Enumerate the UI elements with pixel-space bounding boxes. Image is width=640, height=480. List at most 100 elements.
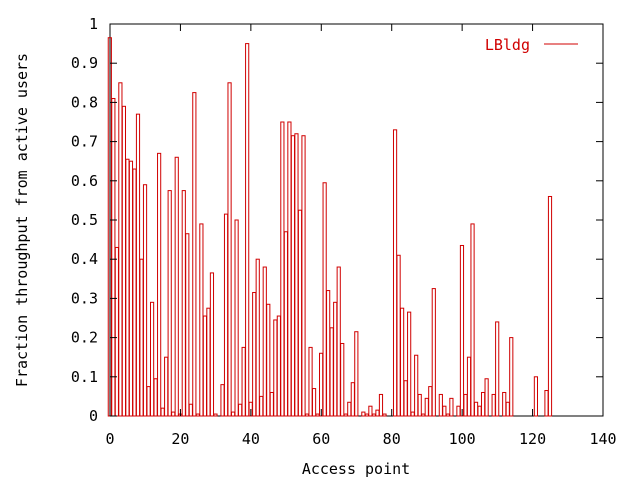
bar	[114, 246, 119, 417]
y-tick-label: 0	[89, 407, 98, 425]
bar	[329, 327, 334, 417]
bar	[396, 254, 401, 417]
y-tick-label: 0.6	[71, 172, 98, 190]
bar	[245, 43, 250, 417]
bar	[350, 382, 355, 417]
x-axis-ticks: 0 20 40 60 80 100 120 140	[105, 24, 617, 448]
y-tick-label: 0.2	[71, 329, 98, 347]
x-tick-label: 120	[519, 430, 546, 448]
bar	[150, 301, 155, 417]
x-tick-label: 0	[105, 430, 114, 448]
bar	[294, 133, 299, 417]
bar	[403, 380, 408, 417]
bar	[209, 272, 215, 417]
bar	[192, 92, 197, 417]
legend: LBldg	[485, 36, 578, 54]
bar	[392, 129, 398, 417]
bar	[414, 354, 419, 417]
bar	[347, 401, 352, 417]
bar	[139, 258, 144, 417]
bar	[371, 413, 377, 417]
x-axis-title: Access point	[302, 460, 410, 478]
bar	[167, 190, 172, 417]
legend-label: LBldg	[485, 36, 530, 54]
bar	[431, 288, 436, 417]
bar	[276, 315, 281, 417]
bar	[206, 307, 211, 417]
bar	[481, 391, 486, 417]
bar	[227, 82, 232, 417]
bar	[241, 346, 246, 417]
bar	[484, 378, 489, 417]
bar	[132, 168, 137, 417]
bar	[505, 401, 510, 417]
bar	[238, 403, 243, 417]
bar	[407, 311, 412, 417]
bar	[354, 331, 359, 417]
bar	[160, 407, 165, 417]
y-tick-label: 0.4	[71, 250, 98, 268]
bar	[234, 219, 239, 417]
bar	[442, 405, 447, 417]
bar	[223, 213, 229, 417]
bar	[361, 411, 366, 417]
y-tick-label: 0.3	[71, 289, 98, 307]
bar	[509, 337, 514, 417]
y-tick-label: 1	[89, 15, 98, 33]
bar	[308, 346, 313, 417]
bar	[477, 405, 482, 417]
plot-frame	[109, 23, 604, 417]
bar	[326, 290, 331, 417]
bar	[287, 121, 292, 417]
bar	[449, 397, 454, 417]
x-tick-label: 60	[312, 430, 330, 448]
x-tick-label: 80	[383, 430, 401, 448]
bar	[378, 393, 384, 417]
bar	[336, 266, 341, 417]
bar	[125, 158, 130, 417]
bar	[382, 413, 387, 417]
bar	[459, 244, 465, 417]
y-tick-label: 0.7	[71, 133, 98, 151]
bar	[428, 386, 433, 417]
bar	[283, 231, 288, 417]
bar	[262, 266, 267, 417]
bar	[544, 390, 549, 417]
y-tick-label: 0.1	[71, 368, 98, 386]
bar	[304, 413, 310, 417]
bar	[199, 223, 204, 417]
bar	[343, 413, 348, 417]
bar	[111, 97, 116, 417]
bar	[400, 307, 405, 417]
bar	[181, 190, 186, 417]
bar	[135, 113, 141, 417]
bar	[266, 303, 271, 417]
bar	[319, 352, 324, 417]
x-tick-label: 20	[171, 430, 189, 448]
bar	[456, 405, 461, 417]
bar	[315, 413, 320, 417]
bar	[157, 152, 162, 417]
bar	[495, 321, 500, 417]
bar	[118, 82, 123, 417]
bar	[230, 411, 236, 417]
bar	[252, 292, 257, 417]
bar	[364, 413, 369, 417]
bar	[280, 121, 285, 417]
bar	[311, 388, 317, 417]
bar	[417, 393, 422, 417]
bar	[466, 356, 472, 417]
bar	[470, 223, 475, 417]
bar	[188, 403, 193, 417]
x-tick-label: 100	[449, 430, 476, 448]
y-tick-label: 0.8	[71, 93, 98, 111]
bar	[333, 301, 338, 417]
x-tick-label: 140	[589, 430, 616, 448]
bar	[533, 376, 539, 417]
bars-group	[107, 37, 553, 417]
bar	[424, 397, 429, 417]
bar	[491, 393, 496, 417]
bar	[164, 356, 169, 417]
y-axis-ticks: 0 0.1 0.2 0.3 0.4 0.5 0.6 0.7 0.8 0.9 1	[71, 15, 603, 425]
bar	[128, 160, 134, 417]
